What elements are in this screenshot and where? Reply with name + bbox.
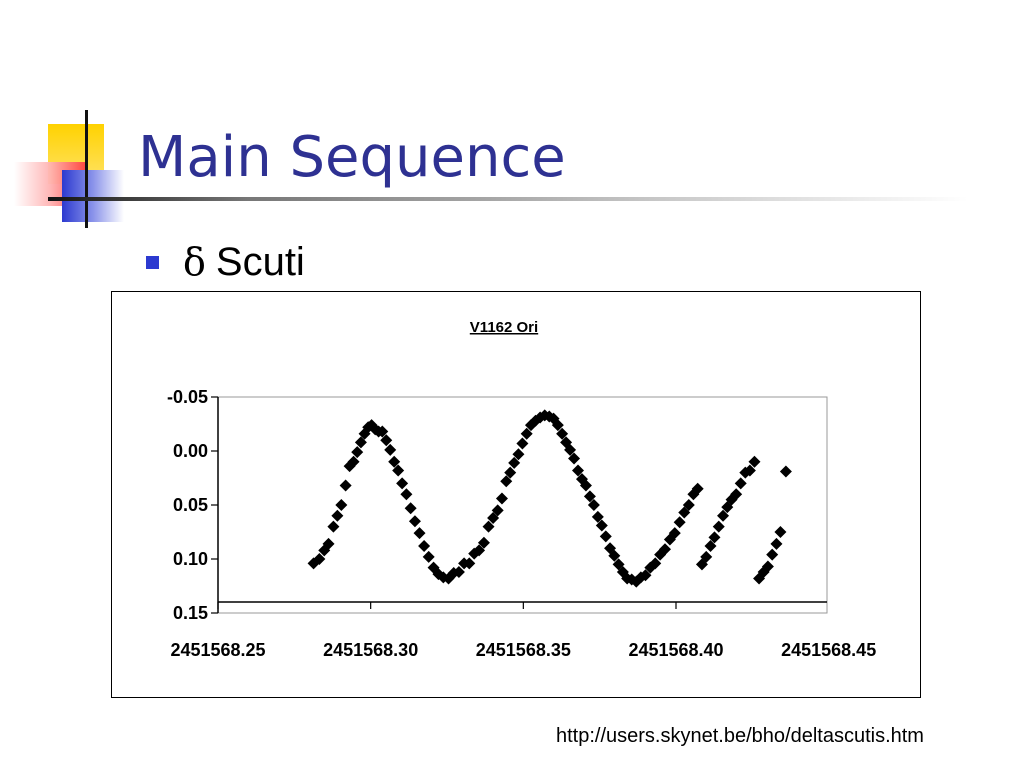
data-point <box>568 452 581 465</box>
source-url: http://users.skynet.be/bho/deltascutis.h… <box>556 725 924 747</box>
data-point <box>463 557 476 570</box>
bullet-item: δ Scuti <box>146 236 305 288</box>
data-point <box>339 479 352 492</box>
data-point <box>761 560 774 573</box>
data-point <box>516 437 529 450</box>
data-point <box>322 537 335 550</box>
data-point <box>774 526 787 538</box>
data-point <box>418 540 431 553</box>
y-tick-label: -0.05 <box>167 387 208 407</box>
data-point <box>477 536 490 549</box>
data-point <box>365 419 378 432</box>
decor-blue-square <box>62 170 124 222</box>
chart-title: V1162 Ori <box>470 319 538 336</box>
data-point <box>556 427 569 440</box>
data-point <box>487 511 500 524</box>
data-point <box>413 527 426 540</box>
data-point <box>452 565 465 578</box>
data-point <box>770 537 783 550</box>
title-underline <box>48 197 968 201</box>
data-point <box>579 479 592 492</box>
data-point <box>396 477 409 490</box>
plot-area <box>217 396 828 614</box>
data-point <box>327 520 340 533</box>
data-point <box>668 527 681 540</box>
data-point <box>649 557 662 570</box>
x-tick-label: 2451568.30 <box>323 640 418 660</box>
data-point <box>691 482 704 495</box>
bullet-square-icon <box>146 255 159 269</box>
data-point <box>335 499 348 511</box>
data-point <box>491 504 504 517</box>
data-point <box>495 492 508 505</box>
data-point <box>708 531 721 544</box>
data-point <box>682 499 695 511</box>
data-point <box>392 464 405 477</box>
data-point <box>354 436 367 449</box>
data-point <box>547 412 560 425</box>
data-point <box>625 573 638 586</box>
data-point <box>534 411 547 424</box>
decor-vertical-line <box>85 110 88 228</box>
data-point <box>757 565 770 578</box>
y-tick-label: 0.00 <box>173 441 208 461</box>
data-point <box>717 509 730 522</box>
data-point <box>712 520 725 533</box>
data-point <box>512 448 525 461</box>
data-point <box>331 509 344 522</box>
data-point <box>408 515 421 528</box>
data-point <box>520 427 533 440</box>
data-point <box>743 464 756 477</box>
data-point <box>587 499 600 511</box>
data-point <box>599 530 612 543</box>
data-point <box>734 477 747 490</box>
bullet-text: Scuti <box>215 239 305 284</box>
y-tick-label: 0.05 <box>173 495 208 515</box>
chart-container: V1162 Ori -0.05 0.00 0.05 0.10 0.15 2451568.25… <box>111 291 921 698</box>
y-tick-label: 0.15 <box>173 603 208 623</box>
data-point <box>678 506 691 519</box>
x-tick-label: 2451568.40 <box>628 640 723 660</box>
data-point <box>571 464 584 477</box>
data-point <box>400 488 413 501</box>
data-point <box>748 455 761 468</box>
data-point <box>551 419 564 432</box>
data-point <box>673 516 686 529</box>
data-point <box>376 425 389 438</box>
data-point <box>766 548 779 561</box>
data-point <box>347 455 360 468</box>
data-point <box>639 569 652 582</box>
data-point <box>380 434 393 447</box>
data-point <box>595 519 608 532</box>
data-point <box>384 443 397 456</box>
data-point <box>388 455 401 468</box>
data-point <box>351 446 364 459</box>
data-point <box>612 558 625 571</box>
data-point <box>482 520 495 533</box>
data-point <box>564 443 577 456</box>
data-point <box>508 456 521 469</box>
bullet-symbol: δ <box>183 240 206 284</box>
data-point <box>313 553 326 565</box>
page-title: Main Sequence <box>138 125 566 190</box>
data-point <box>500 475 513 488</box>
x-tick-label: 2451568.25 <box>170 640 265 660</box>
scatter-chart: V1162 Ori -0.05 0.00 0.05 0.10 0.15 2451568.25… <box>167 319 876 660</box>
data-point <box>583 490 596 503</box>
data-point <box>404 502 417 515</box>
data-point <box>504 466 517 479</box>
data-point <box>700 550 713 563</box>
data-point <box>422 550 435 563</box>
x-tick-label: 2451568.45 <box>781 640 876 660</box>
data-point <box>608 549 621 562</box>
y-tick-label: 0.10 <box>173 549 208 569</box>
data-point <box>575 473 588 486</box>
data-point <box>468 547 481 560</box>
data-point <box>659 543 672 556</box>
data-point <box>730 488 743 501</box>
data-point <box>779 465 792 478</box>
x-tick-label: 2451568.35 <box>476 640 571 660</box>
data-point <box>591 510 604 523</box>
data-point <box>473 544 486 557</box>
